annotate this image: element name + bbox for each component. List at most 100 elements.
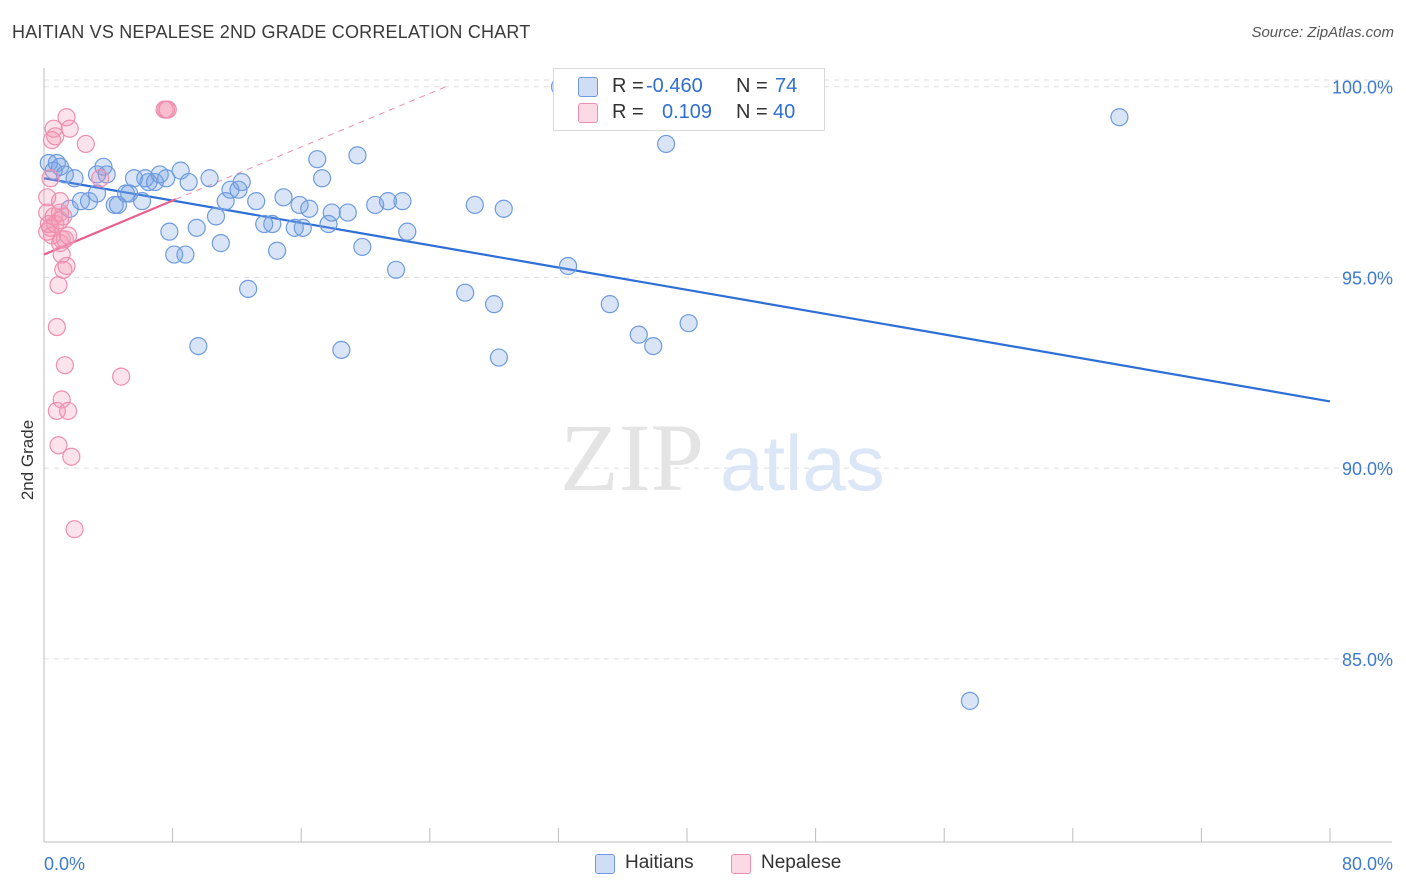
y-tick-label: 85.0% — [1342, 650, 1393, 670]
haitian-point — [308, 150, 327, 169]
haitian-point — [398, 222, 417, 241]
nepalese-point — [112, 367, 131, 386]
haitian-point — [558, 256, 578, 276]
legend-r-label: R = — [612, 75, 644, 97]
haitian-point — [353, 237, 372, 257]
legend-r-value: 0.109 — [662, 101, 713, 123]
nepalese-point — [46, 127, 65, 146]
legend-n-value: 74 — [775, 75, 798, 97]
gridlines — [44, 79, 1392, 660]
haitian-point — [393, 192, 412, 211]
haitian-point — [247, 192, 266, 211]
chart-title: HAITIAN VS NEPALESE 2ND GRADE CORRELATIO… — [12, 22, 531, 42]
haitian-point — [211, 234, 230, 253]
haitians-trend-line — [43, 177, 1331, 403]
haitian-point — [600, 295, 619, 314]
haitian-point — [132, 192, 152, 211]
y-tick-label: 100.0% — [1332, 78, 1393, 98]
haitians-legend-label: Haitians — [625, 852, 694, 873]
haitian-point — [312, 169, 332, 188]
haitian-point — [319, 214, 338, 234]
axes — [43, 68, 1392, 843]
legend-n-value: 40 — [773, 101, 796, 123]
nepalese-point — [49, 275, 68, 295]
haitian-point — [386, 260, 406, 279]
y-tick-label: 95.0% — [1342, 268, 1393, 288]
legend-n-label: N = — [736, 75, 768, 97]
nepalese-point — [55, 356, 74, 375]
nepalese-point — [59, 226, 78, 245]
nepalese-point — [158, 100, 177, 119]
haitian-point — [263, 214, 282, 234]
nepalese-point — [62, 447, 81, 466]
nepalese-point — [54, 207, 73, 226]
x-tick-label: 80.0% — [1342, 854, 1393, 874]
haitian-point — [87, 184, 107, 203]
haitians-legend-swatch — [595, 854, 615, 874]
haitian-point — [489, 348, 509, 367]
haitian-point — [332, 340, 351, 360]
nepalese-point — [52, 245, 71, 264]
haitian-point — [239, 279, 258, 298]
haitian-point — [200, 169, 219, 188]
haitians-swatch — [578, 77, 598, 97]
nepalese-point — [47, 317, 66, 337]
haitian-point — [322, 203, 341, 222]
haitian-point — [1110, 108, 1129, 127]
haitian-point — [629, 325, 648, 344]
nepalese-trend-line — [43, 198, 177, 256]
source-label: Source: ZipAtlas.com — [1251, 24, 1394, 41]
nepalese-point — [57, 256, 76, 276]
haitian-point — [187, 218, 206, 237]
haitian-point — [960, 691, 980, 710]
haitian-point — [274, 188, 293, 207]
data-points — [38, 77, 1129, 710]
haitian-point — [176, 245, 195, 264]
watermark-zip: ZIP — [560, 404, 704, 511]
haitian-point — [189, 336, 208, 356]
haitian-point — [338, 203, 357, 222]
watermark: ZIP atlas — [560, 404, 885, 511]
haitian-point — [267, 241, 287, 260]
haitian-point — [293, 218, 312, 237]
nepalese-point — [59, 401, 78, 421]
nepalese-point — [44, 119, 63, 138]
haitian-point — [657, 134, 676, 154]
nepalese-point — [76, 134, 95, 154]
haitian-point — [160, 222, 179, 241]
haitian-point — [679, 314, 698, 333]
nepalese-point — [41, 169, 60, 188]
haitian-point — [290, 195, 309, 215]
nepalese-legend-swatch — [731, 854, 751, 874]
legend-r-label: R = — [612, 101, 644, 123]
haitian-point — [485, 295, 504, 314]
haitian-point — [456, 283, 475, 302]
haitian-point — [378, 192, 398, 211]
haitian-point — [55, 165, 74, 184]
nepalese-point — [50, 192, 70, 211]
watermark-atlas: atlas — [720, 419, 885, 507]
nepalese-point — [57, 108, 76, 127]
legend-n-label: N = — [736, 101, 768, 123]
nepalese-point — [60, 119, 79, 138]
haitian-point — [644, 336, 663, 356]
trend-lines — [43, 86, 1331, 403]
haitian-point — [157, 169, 176, 188]
nepalese-point — [65, 520, 84, 539]
haitian-point — [179, 172, 198, 192]
nepalese-point — [49, 436, 68, 455]
haitian-point — [232, 172, 251, 192]
haitian-point — [348, 146, 367, 165]
nepalese-trend-extension — [175, 86, 447, 200]
haitian-point — [465, 195, 484, 215]
stats-legend: R = -0.460 N = 74 R = 0.109 N = 40 — [553, 68, 825, 131]
haitian-point — [216, 192, 235, 211]
nepalese-legend-label: Nepalese — [761, 852, 842, 873]
legend-r-value: -0.460 — [646, 75, 703, 97]
tick-labels: 85.0% 90.0% 95.0% 100.0% 0.0% 80.0% — [44, 78, 1393, 874]
nepalese-point — [52, 390, 71, 409]
nepalese-swatch — [578, 103, 598, 123]
nepalese-point — [91, 169, 110, 188]
y-tick-label: 90.0% — [1342, 459, 1393, 479]
